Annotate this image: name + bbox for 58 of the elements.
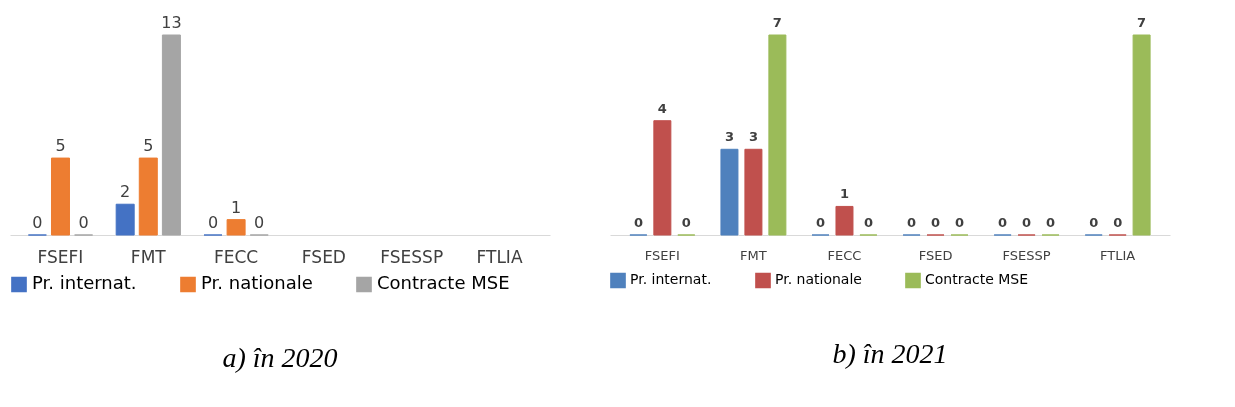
data-label: 7 (1137, 15, 1147, 30)
data-label: 2 (120, 182, 131, 202)
x-tick-label: FSEFI (37, 246, 84, 267)
x-tick-label: FMT (130, 246, 167, 267)
data-label: 0 (954, 215, 965, 230)
bar (50, 157, 70, 236)
bar (768, 34, 787, 236)
text: a) în 2020 (222, 342, 338, 373)
data-label: 3 (724, 129, 734, 145)
x-tick-label: FTLIA (1100, 247, 1136, 263)
bar (226, 219, 246, 236)
data-label: 0 (633, 215, 643, 230)
data-label: 0 (863, 215, 873, 230)
x-tick-label: FSEFI (644, 247, 680, 263)
x-tick-label: FSESSP (1002, 247, 1051, 263)
data-label: 0 (907, 215, 917, 230)
x-tick-label: FECC (213, 246, 259, 267)
data-label: 0 (1089, 215, 1099, 230)
legend-label: Pr. nationale (201, 272, 313, 294)
bar (744, 148, 763, 236)
data-label: 0 (254, 213, 265, 232)
bar (1132, 34, 1151, 236)
data-label: 5 (55, 136, 66, 156)
data-label: 0 (815, 215, 826, 230)
data-label: 0 (998, 215, 1008, 230)
bar (115, 203, 135, 236)
x-tick-label: FSED (918, 247, 953, 263)
bar (138, 157, 158, 236)
data-label: 5 (143, 136, 154, 156)
data-label: 1 (231, 197, 242, 217)
data-label: 13 (161, 13, 182, 32)
data-label: 0 (207, 213, 219, 232)
x-tick-label: FSESSP (380, 246, 444, 267)
data-label: 0 (1022, 215, 1032, 230)
legend-label: Pr. nationale (775, 271, 862, 288)
data-label: 0 (1046, 215, 1056, 230)
bar (835, 205, 854, 236)
bar (720, 148, 739, 236)
legend-label: Pr. internat. (630, 271, 712, 288)
data-label: 7 (772, 15, 782, 30)
x-tick-label: FECC (827, 247, 862, 263)
bar (653, 120, 672, 236)
data-label: 1 (839, 186, 849, 202)
legend-label: Contracte MSE (377, 272, 510, 294)
data-label: 0 (78, 213, 89, 232)
data-label: 4 (657, 100, 667, 116)
data-label: 0 (931, 215, 941, 230)
bar (161, 34, 181, 236)
data-label: 0 (1113, 215, 1123, 230)
data-label: 3 (748, 129, 758, 145)
data-label: 0 (32, 213, 43, 232)
x-tick-label: FMT (740, 247, 767, 263)
data-label: 0 (681, 215, 691, 230)
legend-label: Contracte MSE (925, 271, 1029, 288)
legend-label: Pr. internat. (32, 272, 137, 294)
text: b) în 2021 (832, 338, 948, 369)
x-tick-label: FTLIA (476, 246, 523, 267)
x-tick-label: FSED (301, 246, 346, 267)
